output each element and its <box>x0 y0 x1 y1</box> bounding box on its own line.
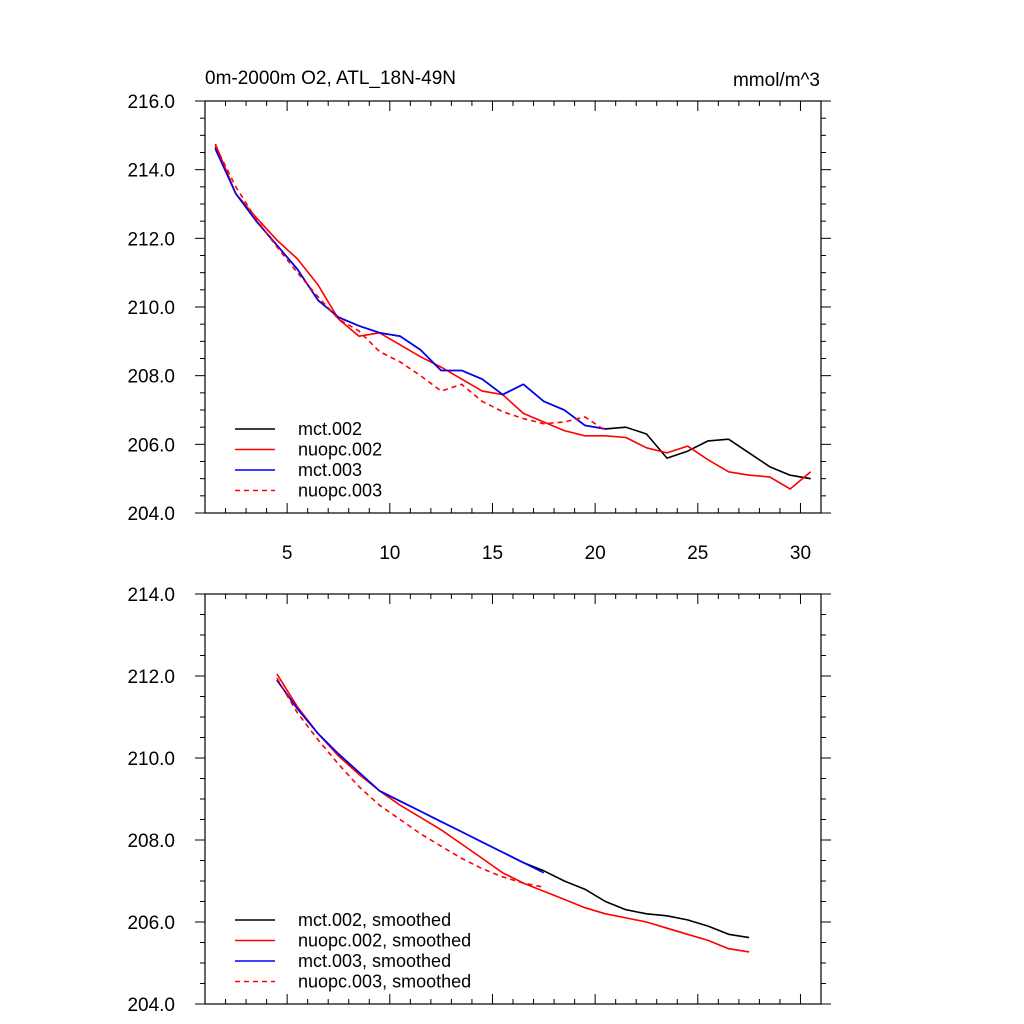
top-x-tick-label: 15 <box>482 543 503 564</box>
chart-title: 0m-2000m O2, ATL_18N-49N <box>205 68 456 89</box>
top-legend-label: nuopc.003 <box>298 481 382 501</box>
top-x-tick-label: 5 <box>282 543 293 564</box>
bottom-y-tick-label: 212.0 <box>127 667 175 688</box>
top-y-tick-label: 216.0 <box>127 92 175 113</box>
units-label: mmol/m^3 <box>733 70 820 91</box>
bottom-panel-plot: 204.0 206.0 208.0 210.0 212.0 214.0 mct.002, s… <box>127 585 831 1016</box>
top-x-tick-label: 10 <box>379 543 400 564</box>
top-panel-plot: 5 10 15 20 25 30 204.0 206.0 208.0 210.0 212.0 214.… <box>127 92 831 564</box>
bottom-series-line-mct-002-smoothed <box>276 679 750 939</box>
top-series-line-nuopc-002 <box>214 143 812 490</box>
bottom-legend-label: mct.003, smoothed <box>298 951 451 971</box>
top-x-tick-label: 30 <box>790 543 811 564</box>
top-y-tick-label: 206.0 <box>127 435 175 456</box>
top-y-tick-label: 212.0 <box>127 229 175 250</box>
top-y-tick-label: 208.0 <box>127 367 175 388</box>
bottom-legend-label: nuopc.002, smoothed <box>298 931 471 951</box>
top-y-tick-label: 204.0 <box>127 504 175 525</box>
top-series-line-nuopc-003 <box>214 145 606 432</box>
bottom-series-line-nuopc-003-smoothed <box>276 677 544 888</box>
bottom-y-tick-label: 206.0 <box>127 913 175 934</box>
top-x-tick-label: 20 <box>585 543 606 564</box>
bottom-y-tick-label: 204.0 <box>127 995 175 1016</box>
top-y-tick-label: 214.0 <box>127 161 175 182</box>
top-series-line-mct-003 <box>214 148 606 430</box>
bottom-legend-label: nuopc.003, smoothed <box>298 972 471 992</box>
bottom-series-line-mct-003-smoothed <box>276 679 545 874</box>
bottom-series-line-nuopc-002-smoothed <box>276 673 750 953</box>
top-y-tick-label: 210.0 <box>127 298 175 319</box>
bottom-y-tick-label: 208.0 <box>127 831 175 852</box>
top-legend-label: mct.002 <box>298 419 362 439</box>
bottom-y-tick-label: 214.0 <box>127 585 175 606</box>
top-legend-label: nuopc.002 <box>298 440 382 460</box>
bottom-legend-label: mct.002, smoothed <box>298 910 451 930</box>
top-x-tick-label: 25 <box>687 543 708 564</box>
top-legend-label: mct.003 <box>298 460 362 480</box>
bottom-y-tick-label: 210.0 <box>127 749 175 770</box>
